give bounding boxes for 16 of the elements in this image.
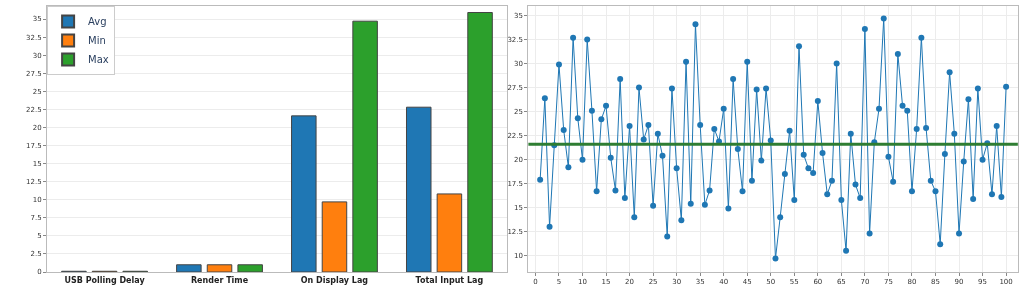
x-tick-label: Total Input Lag [415, 275, 484, 285]
legend-label: Max [88, 54, 109, 66]
bar [405, 106, 432, 272]
bar [237, 264, 263, 272]
legend-label: Avg [88, 16, 107, 28]
x-tick-label: USB Polling Delay [64, 275, 146, 285]
bar [176, 264, 202, 272]
legend-label: Min [88, 35, 106, 47]
bar [436, 193, 463, 272]
bar [467, 12, 493, 272]
bar [352, 20, 378, 272]
bar [321, 201, 348, 272]
x-tick-label: On Display Lag [300, 275, 369, 285]
x-tick-label: Render Time [190, 275, 249, 285]
bar [291, 115, 317, 272]
bar [206, 264, 233, 272]
